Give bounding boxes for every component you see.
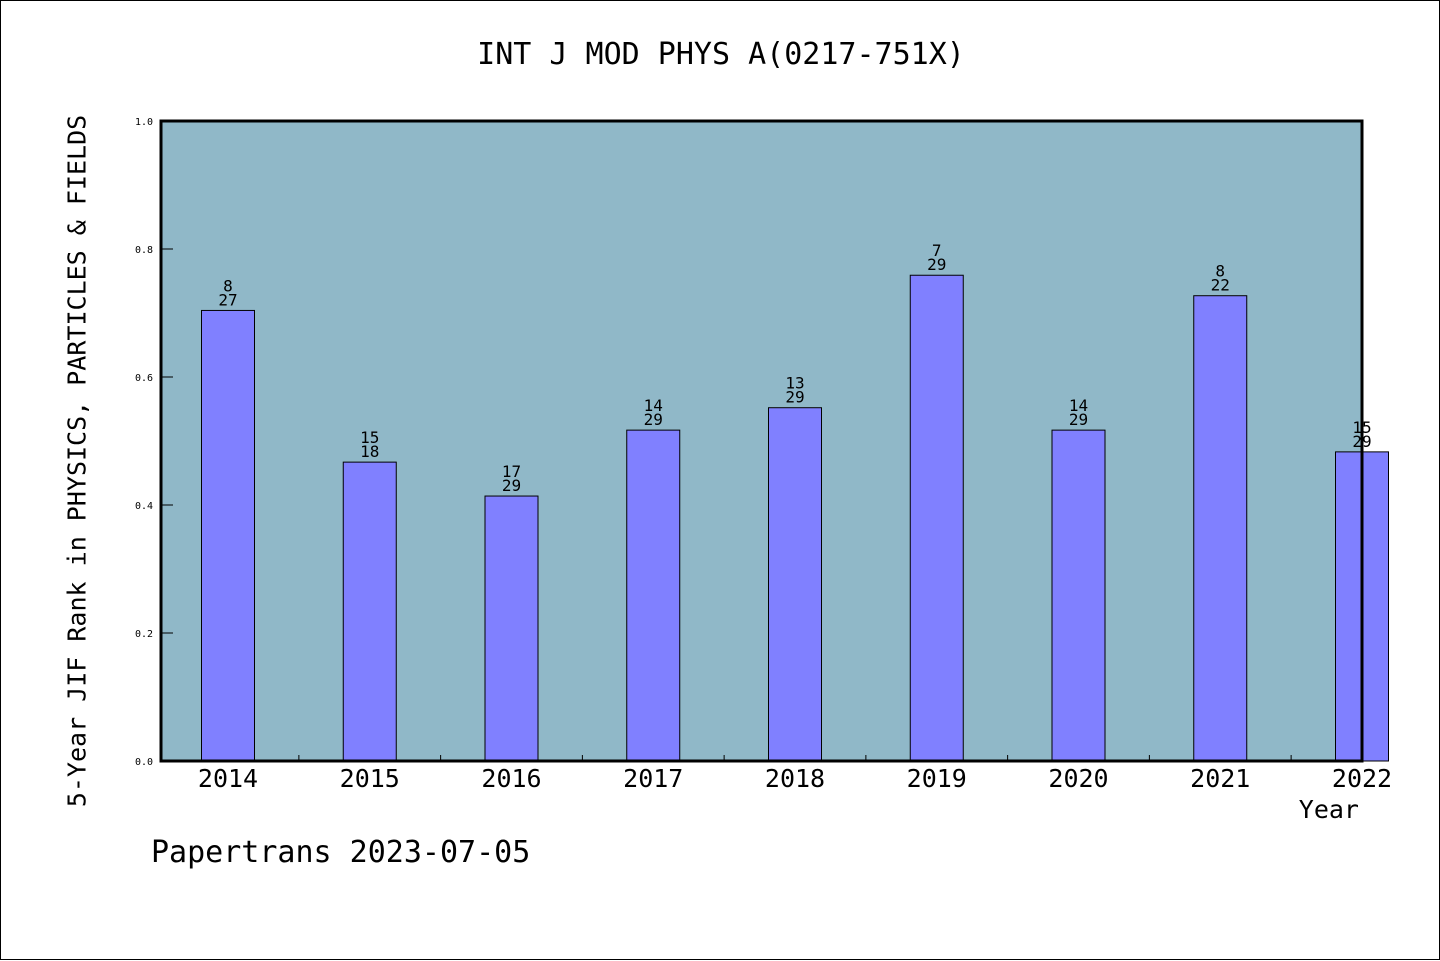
bar-2019 <box>909 274 964 762</box>
chart-title: INT J MOD PHYS A(0217-751X) <box>477 37 965 72</box>
bar-label-rank: 8 <box>1215 262 1225 281</box>
x-tick-label: 2015 <box>340 764 400 793</box>
bar-label-total: 22 <box>1211 276 1230 295</box>
x-tick-label: 2021 <box>1190 764 1250 793</box>
x-tick-label: 2016 <box>481 764 541 793</box>
bar-label-rank: 17 <box>502 462 521 481</box>
bar-label-total: 29 <box>644 410 663 429</box>
bar-label-total: 27 <box>218 290 237 309</box>
x-axis-label: Year <box>1298 795 1359 824</box>
y-tick-label: 0.4 <box>135 501 153 512</box>
x-tick-label: 2018 <box>765 764 825 793</box>
x-tick-label: 2017 <box>623 764 683 793</box>
bar-label-rank: 14 <box>644 396 663 415</box>
x-tick-label: 2014 <box>198 764 258 793</box>
bar-2015 <box>342 461 397 762</box>
bar-2018 <box>768 407 822 762</box>
y-tick-label: 0.0 <box>135 757 153 768</box>
bar-2014 <box>201 309 255 762</box>
bar-label-total: 18 <box>360 442 379 461</box>
bar-2017 <box>626 429 681 762</box>
y-tick-label: 0.6 <box>135 373 153 384</box>
plot-area <box>161 121 1362 761</box>
x-tick-label: 2022 <box>1332 764 1392 793</box>
bar-label-rank: 13 <box>785 374 804 393</box>
plot-frame <box>159 119 1364 763</box>
y-tick-label: 0.2 <box>135 629 153 640</box>
y-tick-label: 0.8 <box>135 245 153 256</box>
bar-label-rank: 7 <box>932 241 942 260</box>
x-tick-label: 2019 <box>907 764 967 793</box>
bar-label-rank: 14 <box>1069 396 1088 415</box>
bar-label-rank: 15 <box>360 428 379 447</box>
y-tick-label: 1.0 <box>135 117 153 128</box>
bar-2020 <box>1051 429 1106 762</box>
bar-label-total: 29 <box>1069 410 1088 429</box>
bar-2021 <box>1193 295 1248 762</box>
bar-label-total: 29 <box>927 255 946 274</box>
bar-2016 <box>484 495 539 762</box>
bar-label-total: 29 <box>785 388 804 407</box>
bar-label-rank: 8 <box>223 276 233 295</box>
x-tick-label: 2020 <box>1048 764 1108 793</box>
footer-credit: Papertrans 2023-07-05 <box>151 835 531 870</box>
bar-label-total: 29 <box>502 476 521 495</box>
